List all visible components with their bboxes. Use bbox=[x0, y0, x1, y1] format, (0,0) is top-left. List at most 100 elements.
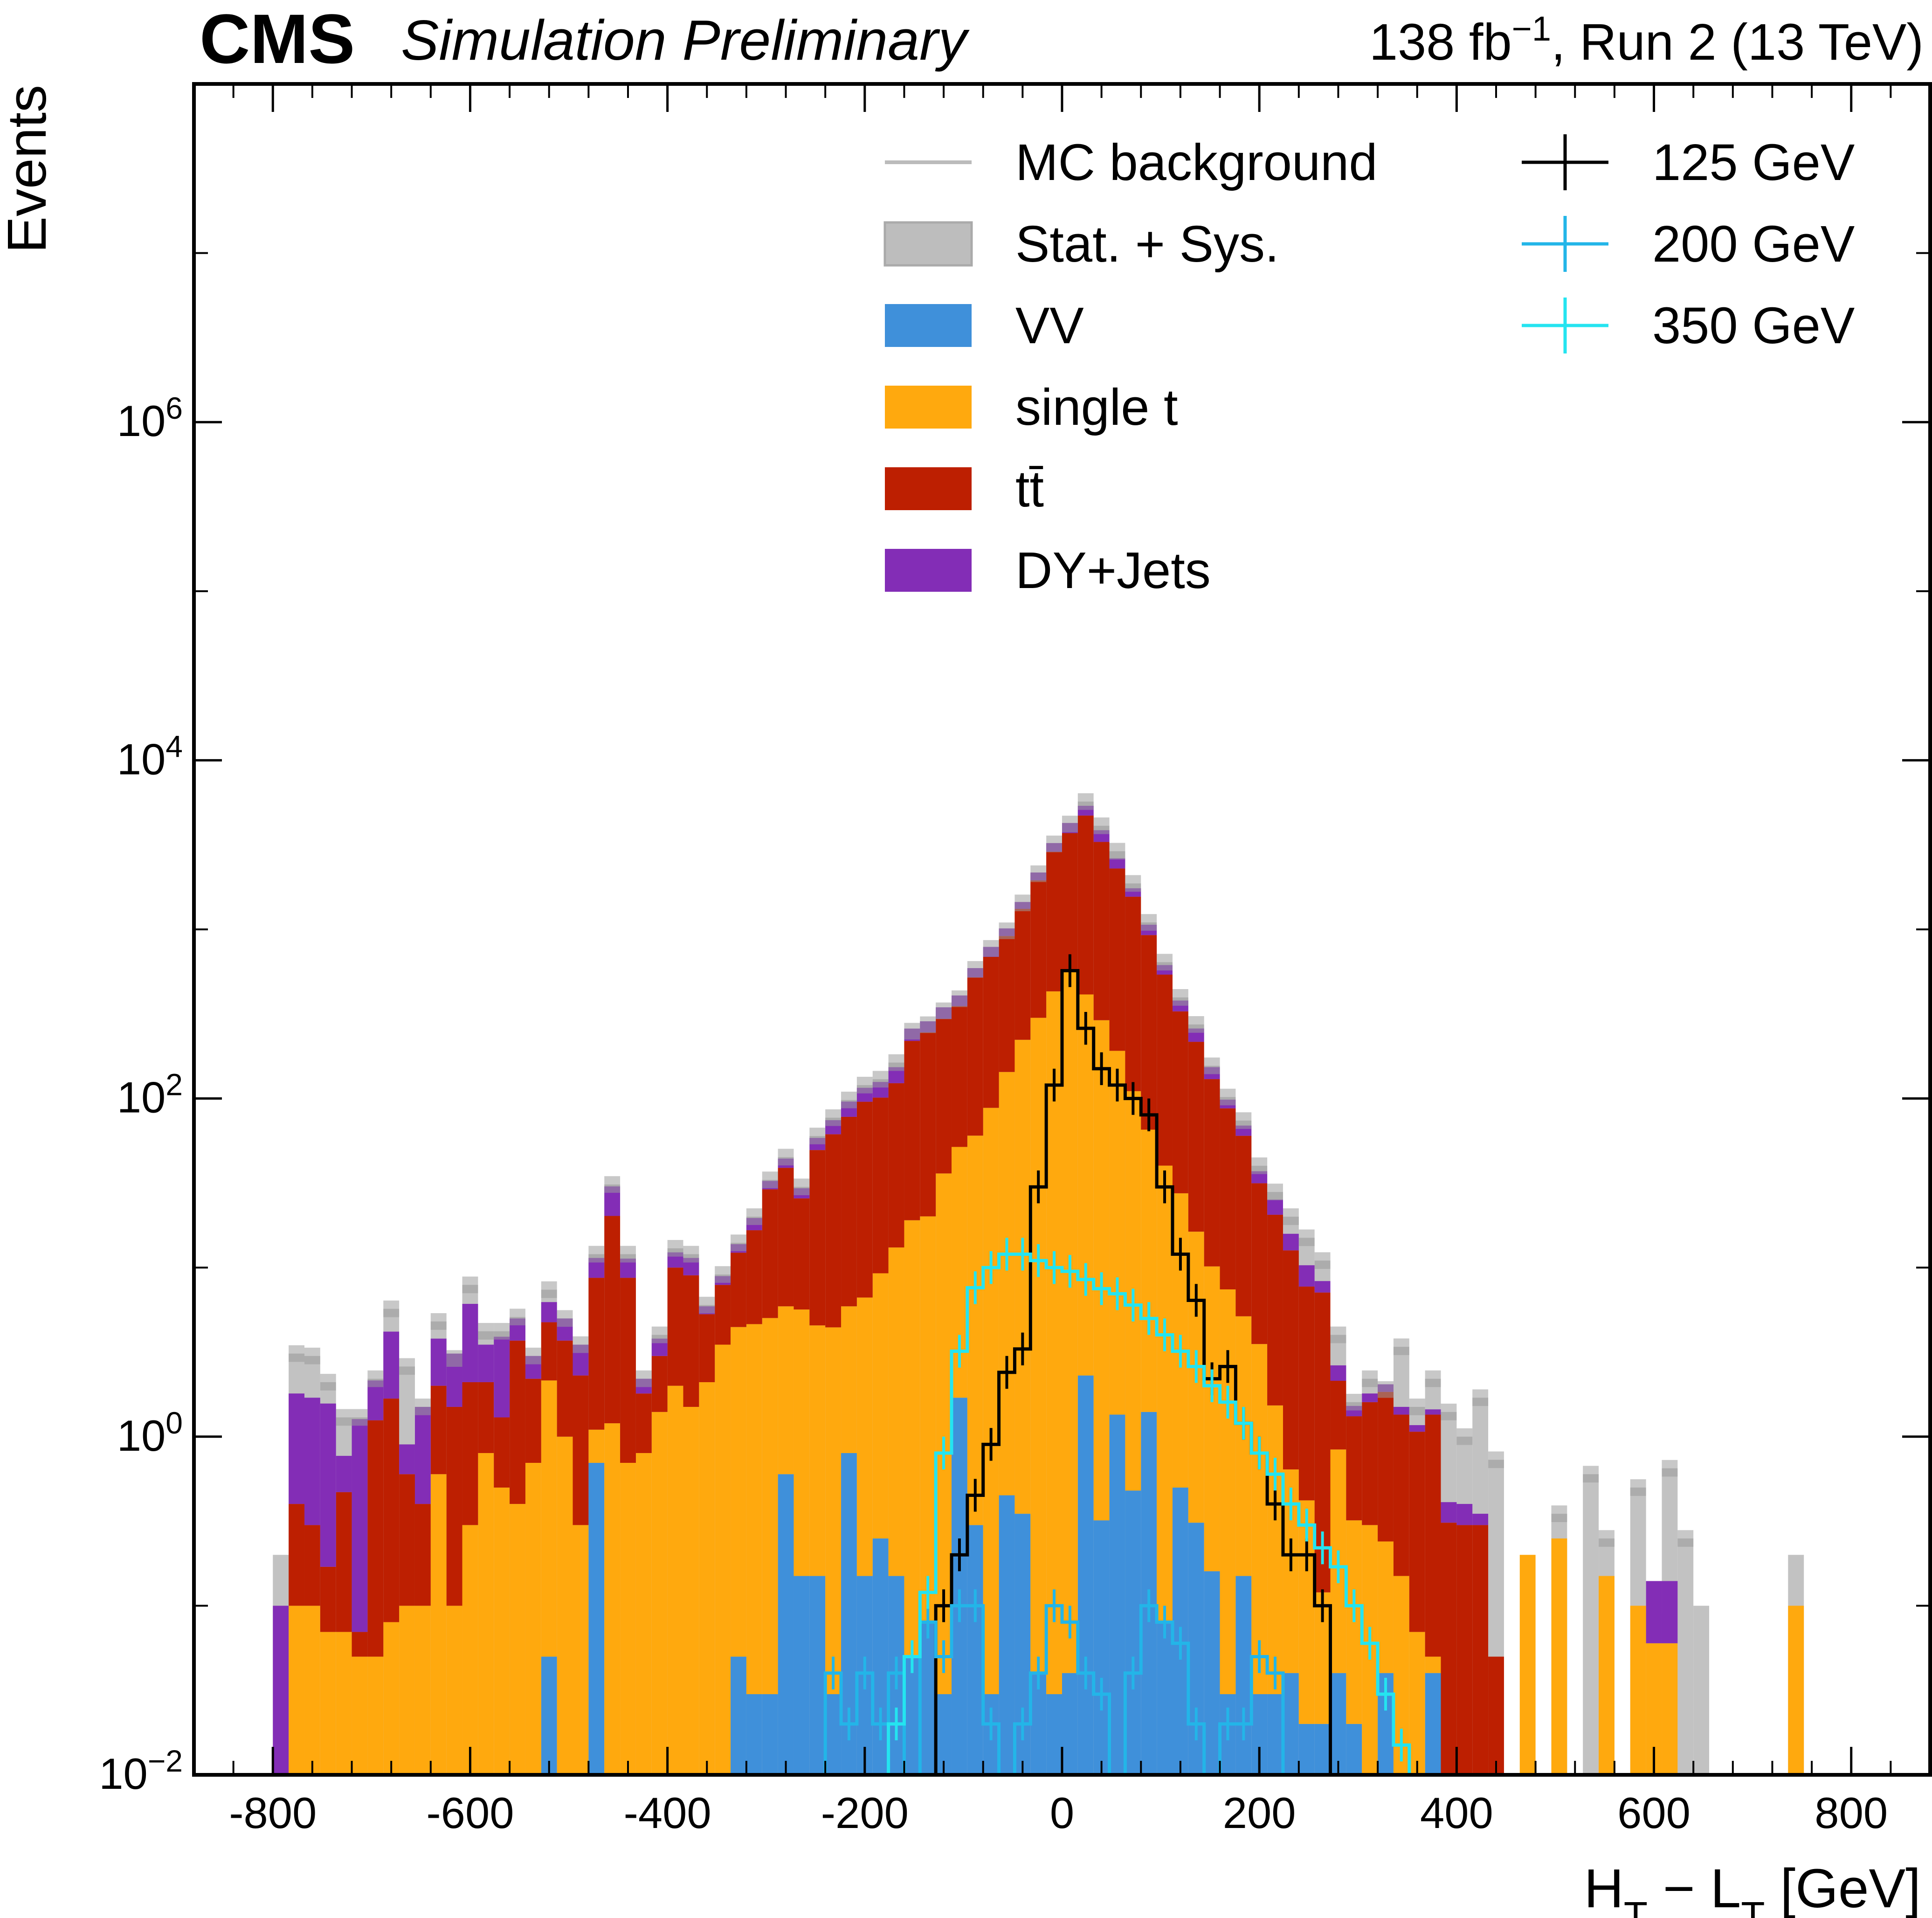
bar-tt- bbox=[1077, 815, 1094, 995]
x-tick-label: 0 bbox=[1050, 1788, 1074, 1837]
bar-vv bbox=[809, 1576, 826, 1775]
legend-swatch bbox=[883, 221, 973, 267]
uncertainty-bin bbox=[667, 1240, 683, 1257]
bar-vv bbox=[588, 1462, 605, 1775]
uncertainty-bin bbox=[289, 1345, 304, 1362]
uncertainty-bin bbox=[1330, 1326, 1346, 1343]
bar-single-t bbox=[825, 1327, 842, 1694]
bar-single-t bbox=[320, 1632, 336, 1775]
legend-label: 350 GeV bbox=[1652, 297, 1855, 354]
legend-label: 200 GeV bbox=[1652, 215, 1855, 273]
bar-tt- bbox=[304, 1525, 320, 1606]
bar-tt- bbox=[794, 1198, 810, 1310]
uncertainty-bin bbox=[1093, 817, 1110, 834]
uncertainty-bin bbox=[620, 1246, 636, 1263]
bar-dy-jets bbox=[1283, 1233, 1299, 1251]
uncertainty-bin bbox=[651, 1326, 668, 1343]
bar-vv bbox=[746, 1694, 762, 1775]
bar-vv bbox=[999, 1495, 1015, 1775]
bar-tt- bbox=[430, 1385, 447, 1475]
bar-tt- bbox=[1346, 1416, 1362, 1521]
bar-tt- bbox=[620, 1278, 636, 1463]
bar-vv bbox=[1062, 1673, 1078, 1775]
bar-vv bbox=[1425, 1673, 1441, 1775]
bar-single-t bbox=[525, 1462, 541, 1775]
bar-tt- bbox=[1188, 1042, 1204, 1232]
bar-tt- bbox=[1267, 1214, 1283, 1406]
uncertainty-bin bbox=[478, 1323, 494, 1340]
uncertainty-bin bbox=[856, 1077, 873, 1094]
uncertainty-bin bbox=[952, 990, 967, 1007]
uncertainty-bin bbox=[1393, 1338, 1409, 1355]
bar-tt- bbox=[478, 1382, 494, 1453]
uncertainty-bin bbox=[699, 1296, 715, 1314]
bar-tt- bbox=[1409, 1432, 1425, 1632]
legend-label: Stat. + Sys. bbox=[1015, 215, 1279, 273]
uncertainty-band-bin bbox=[1677, 1538, 1694, 1775]
bar-single-t bbox=[651, 1412, 668, 1775]
bar-tt- bbox=[825, 1134, 842, 1328]
y-tick-label: 100 bbox=[117, 1406, 183, 1460]
bar-tt- bbox=[604, 1216, 621, 1424]
uncertainty-bin bbox=[430, 1313, 447, 1330]
uncertainty-bin bbox=[1157, 954, 1173, 971]
bar-single-t bbox=[336, 1632, 352, 1775]
uncertainty-bin bbox=[1062, 816, 1078, 832]
bar-tt- bbox=[983, 956, 999, 1108]
uncertainty-bin bbox=[1014, 894, 1031, 912]
legend-label: single t bbox=[1015, 379, 1178, 436]
bar-dy-jets bbox=[336, 1455, 352, 1492]
bar-single-t bbox=[1157, 1165, 1173, 1622]
bar-tt- bbox=[1125, 896, 1141, 1091]
bar-vv bbox=[541, 1656, 557, 1775]
bar-single-t bbox=[1046, 991, 1062, 1694]
uncertainty-bin bbox=[1378, 1381, 1394, 1398]
uncertainty-bin bbox=[683, 1246, 699, 1263]
bar-tt- bbox=[872, 1097, 889, 1274]
bar-tt- bbox=[352, 1632, 368, 1657]
bar-single-t bbox=[478, 1453, 494, 1775]
bar-tt- bbox=[746, 1230, 762, 1324]
uncertainty-bin bbox=[1314, 1252, 1331, 1269]
bar-tt- bbox=[683, 1275, 699, 1407]
bar-tt- bbox=[1488, 1656, 1504, 1775]
uncertainty-bin bbox=[336, 1409, 352, 1426]
bar-vv bbox=[1125, 1490, 1141, 1775]
bar-dy-jets bbox=[430, 1338, 447, 1386]
uncertainty-bin bbox=[746, 1208, 762, 1225]
bar-tt- bbox=[336, 1492, 352, 1632]
bar-tt- bbox=[999, 936, 1015, 1072]
bar-tt- bbox=[667, 1267, 683, 1386]
bar-dy-jets bbox=[494, 1336, 510, 1418]
bar-single-t bbox=[1235, 1316, 1252, 1576]
bar-single-t bbox=[557, 1436, 573, 1775]
y-tick-label: 104 bbox=[117, 729, 183, 783]
bar-tt- bbox=[1109, 868, 1125, 1051]
uncertainty-bin bbox=[1346, 1393, 1362, 1411]
bar-tt- bbox=[367, 1420, 384, 1657]
bar-tt- bbox=[383, 1399, 400, 1622]
uncertainty-bin bbox=[1077, 793, 1094, 810]
bar-vv bbox=[1030, 1673, 1047, 1775]
bar-single-t bbox=[888, 1247, 904, 1576]
bar-single-t bbox=[841, 1306, 857, 1453]
uncertainty-bin bbox=[1188, 1016, 1204, 1033]
plot-content bbox=[273, 793, 1804, 1775]
bar-tt- bbox=[414, 1504, 431, 1606]
bar-single-t bbox=[699, 1382, 715, 1775]
uncertainty-bin bbox=[904, 1023, 920, 1040]
uncertainty-bin bbox=[1030, 865, 1047, 882]
uncertainty-bin bbox=[1441, 1403, 1457, 1420]
bar-tt- bbox=[1220, 1108, 1236, 1289]
bar-dy-jets bbox=[273, 1606, 289, 1775]
bar-vv bbox=[1346, 1724, 1362, 1775]
bar-single-t bbox=[856, 1297, 873, 1576]
uncertainty-bin bbox=[320, 1374, 336, 1391]
uncertainty-bin bbox=[1362, 1370, 1378, 1387]
bar-tt- bbox=[588, 1278, 605, 1430]
legend: MC background Stat. + Sys. VV single t tt̄ DY… bbox=[883, 134, 1855, 599]
uncertainty-bin bbox=[588, 1246, 605, 1263]
bar-single-t bbox=[1204, 1266, 1220, 1572]
uncertainty-bin bbox=[1677, 1530, 1694, 1547]
